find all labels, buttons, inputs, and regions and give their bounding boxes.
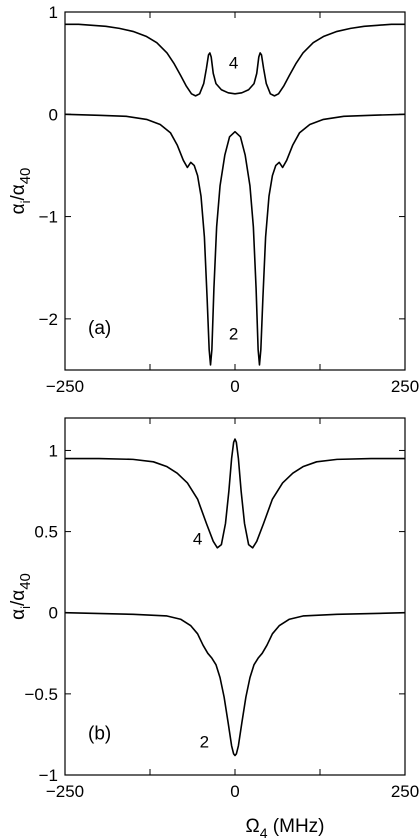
panel-label: (b) xyxy=(88,723,111,744)
y-tick-label: 0.5 xyxy=(34,523,58,542)
y-tick-label: 0 xyxy=(49,105,58,124)
x-axis-label: Ω4 (MHz) xyxy=(246,816,325,838)
x-tick-label: 0 xyxy=(230,377,239,396)
series-label-4: 4 xyxy=(229,53,238,72)
x-tick-label: −250 xyxy=(46,377,84,396)
chart-panel-0: −250 0 250 −2 −1 0 1 αi/α40 (a) 4 2 xyxy=(8,3,419,396)
y-tick-label: 1 xyxy=(49,3,58,22)
y-axis-label: αi/α40 xyxy=(8,573,34,620)
y-tick-label: 0 xyxy=(49,604,58,623)
y-tick-label: −2 xyxy=(39,310,58,329)
series-line-4 xyxy=(65,438,405,549)
y-tick-label: −0.5 xyxy=(24,685,58,704)
series-label-2: 2 xyxy=(200,732,209,751)
series-label-4: 4 xyxy=(193,530,202,549)
series-label-2: 2 xyxy=(229,324,238,343)
y-tick-label: 1 xyxy=(49,441,58,460)
x-tick-label: −250 xyxy=(46,782,84,801)
x-tick-label: 250 xyxy=(391,377,419,396)
x-tick-label: 0 xyxy=(230,782,239,801)
y-axis-label: αi/α40 xyxy=(8,168,34,215)
chart-panel-1: −250 0 250 −1 −0.5 0 0.5 1 αi/α40 Ω4 (MHz) (b) 4 2 xyxy=(8,417,419,838)
x-tick-label: 250 xyxy=(391,782,419,801)
series-line-4 xyxy=(65,23,405,97)
panel-label: (a) xyxy=(88,318,111,339)
y-tick-label: −1 xyxy=(39,766,58,785)
series-line-2 xyxy=(64,611,406,757)
axes-frame xyxy=(64,417,406,776)
series-line-2 xyxy=(64,113,406,366)
y-tick-label: −1 xyxy=(39,208,58,227)
